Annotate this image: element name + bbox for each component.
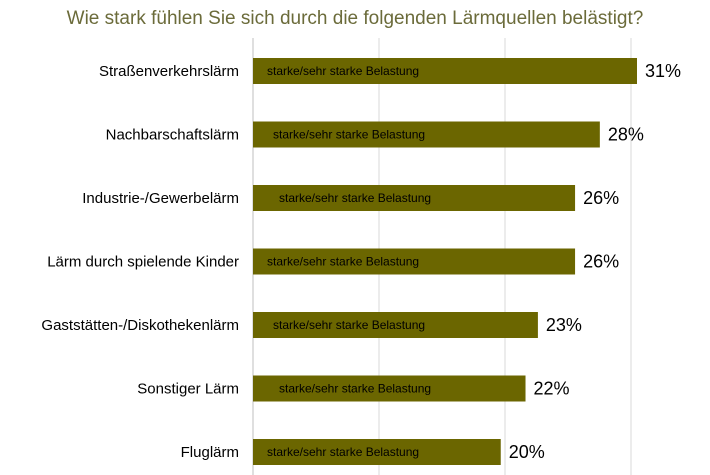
bars: Straßenverkehrslärm starke/sehr starke Be… xyxy=(41,58,681,465)
chart-title: Wie stark fühlen Sie sich durch die folg… xyxy=(66,8,644,29)
value-label: 28% xyxy=(608,125,644,145)
bar-series-label: starke/sehr starke Belastung xyxy=(279,191,431,205)
bar-series-label: starke/sehr starke Belastung xyxy=(279,382,431,396)
bar-series-label: starke/sehr starke Belastung xyxy=(273,318,425,332)
value-label: 26% xyxy=(583,252,619,272)
category-label: Straßenverkehrslärm xyxy=(99,63,239,80)
value-label: 31% xyxy=(645,61,681,81)
bar-series-label: starke/sehr starke Belastung xyxy=(267,255,419,269)
bar xyxy=(253,58,637,84)
value-label: 23% xyxy=(546,315,582,335)
bar xyxy=(253,439,501,465)
bar xyxy=(253,185,576,211)
category-label: Lärm durch spielende Kinder xyxy=(47,254,239,271)
bar-series-label: starke/sehr starke Belastung xyxy=(267,64,419,78)
bar-series-label: starke/sehr starke Belastung xyxy=(273,128,425,142)
bar xyxy=(253,248,576,275)
category-label: Nachbarschaftslärm xyxy=(106,127,239,144)
value-label: 22% xyxy=(534,379,570,399)
value-label: 26% xyxy=(583,188,619,208)
bar xyxy=(253,121,600,148)
category-label: Fluglärm xyxy=(181,444,239,461)
category-label: Gaststätten-/Diskothekenlärm xyxy=(41,317,239,334)
bar-series-label: starke/sehr starke Belastung xyxy=(267,445,419,459)
bar xyxy=(253,375,526,402)
category-label: Sonstiger Lärm xyxy=(137,381,239,398)
value-label: 20% xyxy=(509,442,545,462)
category-label: Industrie-/Gewerbelärm xyxy=(82,190,239,207)
bar xyxy=(253,312,538,338)
